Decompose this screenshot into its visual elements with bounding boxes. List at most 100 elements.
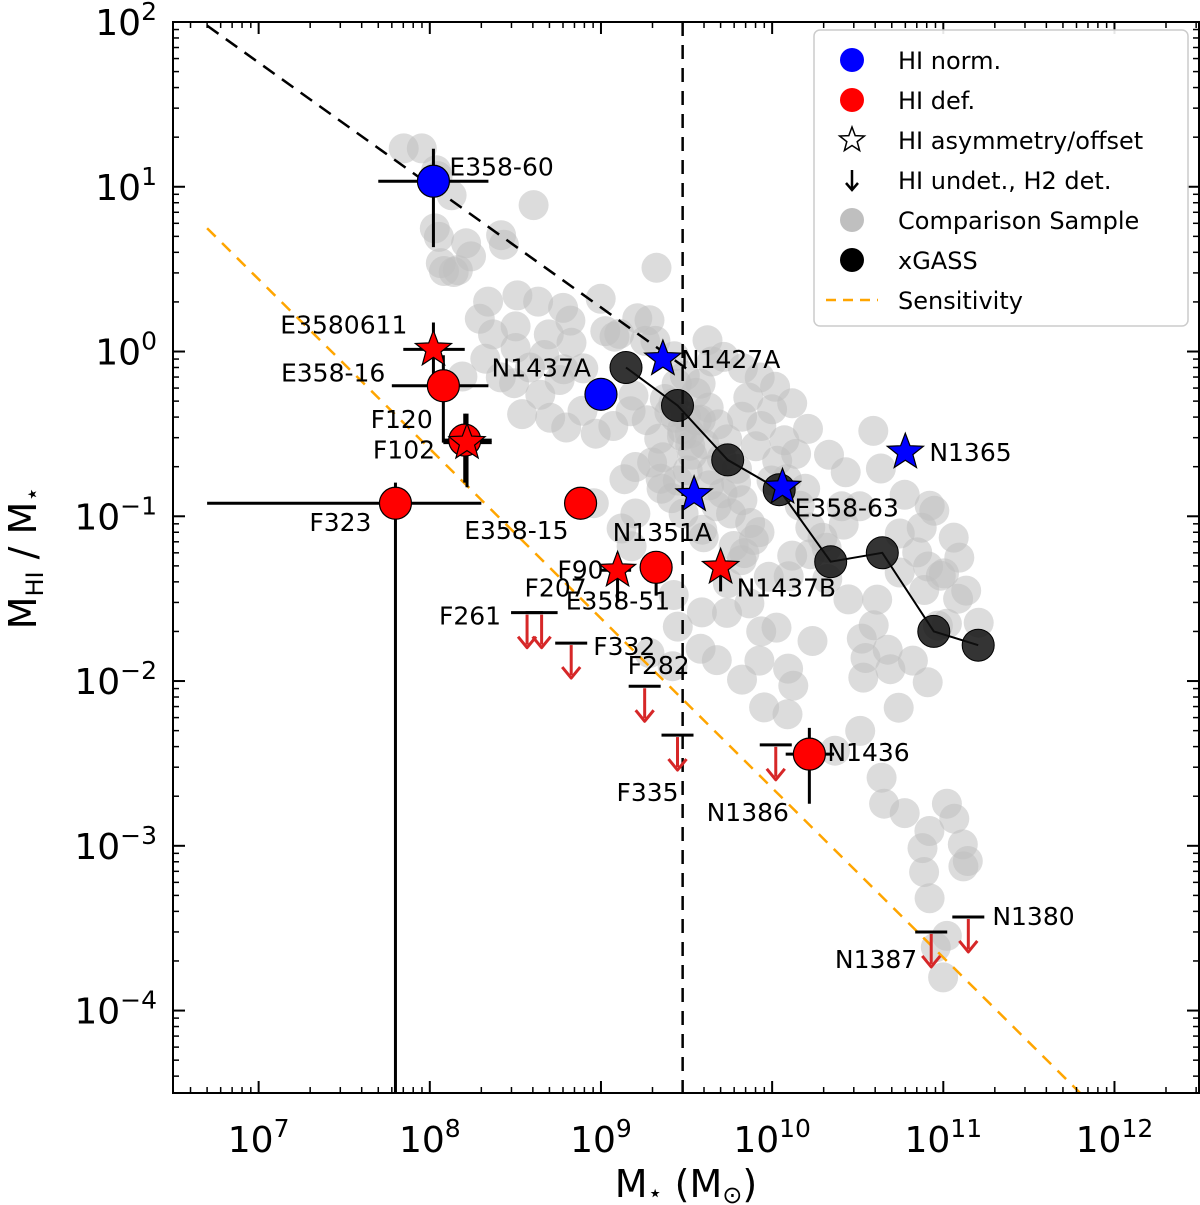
limit-arrow-f261-head xyxy=(516,635,538,650)
y-tick-label: 10−3 xyxy=(74,821,157,868)
galaxy-star-n1365 xyxy=(885,431,926,469)
x-axis-label-star: ⋆ xyxy=(648,1179,663,1205)
comparison-point xyxy=(488,229,519,260)
xgass-point xyxy=(865,536,899,570)
comparison-point xyxy=(914,490,945,521)
comparison-point xyxy=(833,584,864,615)
y-tick-label: 10−1 xyxy=(74,491,157,538)
comparison-point xyxy=(897,645,928,676)
x-axis-label: M⋆ (M⊙) xyxy=(615,1162,757,1205)
comparison-point xyxy=(883,692,914,723)
limit-label-f261: F261 xyxy=(439,602,501,631)
y-tick-exponent: 0 xyxy=(141,327,157,356)
comparison-point xyxy=(734,588,765,619)
galaxy-label-n1365: N1365 xyxy=(929,438,1011,467)
galaxy-star-n1437b xyxy=(700,546,741,585)
legend-box xyxy=(813,29,1189,327)
comparison-point xyxy=(749,692,780,723)
comparison-point xyxy=(657,651,688,682)
limit-label-n1380: N1380 xyxy=(992,902,1074,931)
x-tick-exponent: 8 xyxy=(445,1114,461,1143)
galaxy-star-n1351a xyxy=(674,474,714,512)
comparison-point xyxy=(738,524,769,555)
x-tick-label: 1010 xyxy=(733,1114,811,1161)
galaxy-point-n1437a xyxy=(584,377,618,411)
comparison-point xyxy=(889,479,920,510)
galaxy-star-e358-63 xyxy=(762,466,803,504)
legend-label-hi-undet-h2-det: HI undet., H2 det. xyxy=(898,167,1111,195)
x-tick-label: 108 xyxy=(399,1114,461,1161)
comparison-point xyxy=(645,463,676,494)
comparison-point xyxy=(865,453,896,484)
y-tick-base: 10 xyxy=(74,827,120,868)
limit-arrow-f335-head xyxy=(667,758,688,772)
galaxy-label-e358-15: E358-15 xyxy=(464,516,568,545)
comparison-point xyxy=(866,762,897,793)
y-tick-exponent: 2 xyxy=(141,0,157,26)
y-tick-base: 10 xyxy=(74,662,120,703)
galaxy-label-f323: F323 xyxy=(309,508,371,537)
xgass-point xyxy=(609,351,643,384)
galaxy-star-e3580611 xyxy=(413,328,454,367)
y-tick-exponent: −1 xyxy=(120,491,157,520)
comparison-point xyxy=(947,829,978,860)
comparison-point xyxy=(909,575,940,605)
y-axis-label-star: ⋆ xyxy=(18,487,46,502)
galaxy-label-e358-16: E358-16 xyxy=(281,359,385,388)
y-tick-exponent: −2 xyxy=(120,656,157,685)
comparison-point xyxy=(872,634,903,665)
comparison-point xyxy=(585,283,616,314)
galaxy-point-e358-16 xyxy=(426,369,460,403)
x-tick-exponent: 10 xyxy=(779,1114,811,1143)
y-axis-label-hi: HI xyxy=(21,571,49,596)
comparison-point xyxy=(772,699,803,730)
galaxy-label-f102: F102 xyxy=(373,436,435,465)
galaxy-label-layer: E358-60 N1437A N1427A N1351A E358-63 N1365 E35… xyxy=(280,152,1074,974)
galaxy-point-e358-51 xyxy=(639,550,673,584)
legend-label-comparison-sample: Comparison Sample xyxy=(898,207,1139,235)
comparison-point xyxy=(658,580,689,610)
legend: HI norm. HI def. HI asymmetry/offset HI und… xyxy=(813,29,1189,327)
comparison-point xyxy=(746,616,777,647)
legend-label-hi-def: HI def. xyxy=(898,87,975,115)
comparison-point xyxy=(727,401,758,432)
limit-arrow-n1387-head xyxy=(921,955,942,969)
legend-marker-comparison-sample xyxy=(840,208,864,232)
comparison-point xyxy=(464,303,495,334)
limit-arrow-f207-head xyxy=(531,635,552,650)
galaxy-label-e358-60: E358-60 xyxy=(449,152,553,181)
comparison-point xyxy=(609,464,640,495)
comparison-point xyxy=(620,498,651,529)
limit-label-n1387: N1387 xyxy=(835,945,917,974)
y-tick-exponent: 1 xyxy=(141,162,157,191)
comparison-point xyxy=(507,399,538,430)
x-tick-base: 10 xyxy=(399,1120,445,1161)
comparison-point xyxy=(858,610,889,641)
xgass-point xyxy=(961,628,995,662)
galaxy-label-e358-51: E358-51 xyxy=(566,586,670,615)
comparison-point xyxy=(662,611,693,642)
comparison-point xyxy=(951,575,982,606)
comparison-point xyxy=(828,509,859,540)
limit-label-f207: F207 xyxy=(525,574,587,603)
comparison-point xyxy=(685,368,716,399)
x-tick-exponent: 11 xyxy=(950,1114,982,1143)
comparison-point xyxy=(423,221,454,252)
galaxy-label-n1437b: N1437B xyxy=(737,573,836,602)
galaxy-label-n1351a: N1351A xyxy=(613,518,712,547)
comparison-point xyxy=(929,558,959,589)
comparison-point xyxy=(909,857,940,887)
comparison-point xyxy=(773,653,804,684)
x-tick-label: 107 xyxy=(228,1114,290,1161)
comparison-point xyxy=(518,190,549,221)
limit-label-f332: F332 xyxy=(593,632,655,661)
x-axis-label-sun: ⊙ xyxy=(722,1181,742,1205)
x-axis-label-unit-close: ) xyxy=(742,1162,757,1205)
sensitivity-line xyxy=(206,227,1082,1094)
x-tick-exponent: 9 xyxy=(616,1114,632,1143)
legend-label-hi-norm: HI norm. xyxy=(898,47,1001,75)
galaxy-label-f90: F90 xyxy=(557,555,603,584)
y-axis-label: MHI / M⋆ xyxy=(1,487,49,630)
upper-limit-layer xyxy=(511,611,985,969)
comparison-point xyxy=(769,425,800,456)
